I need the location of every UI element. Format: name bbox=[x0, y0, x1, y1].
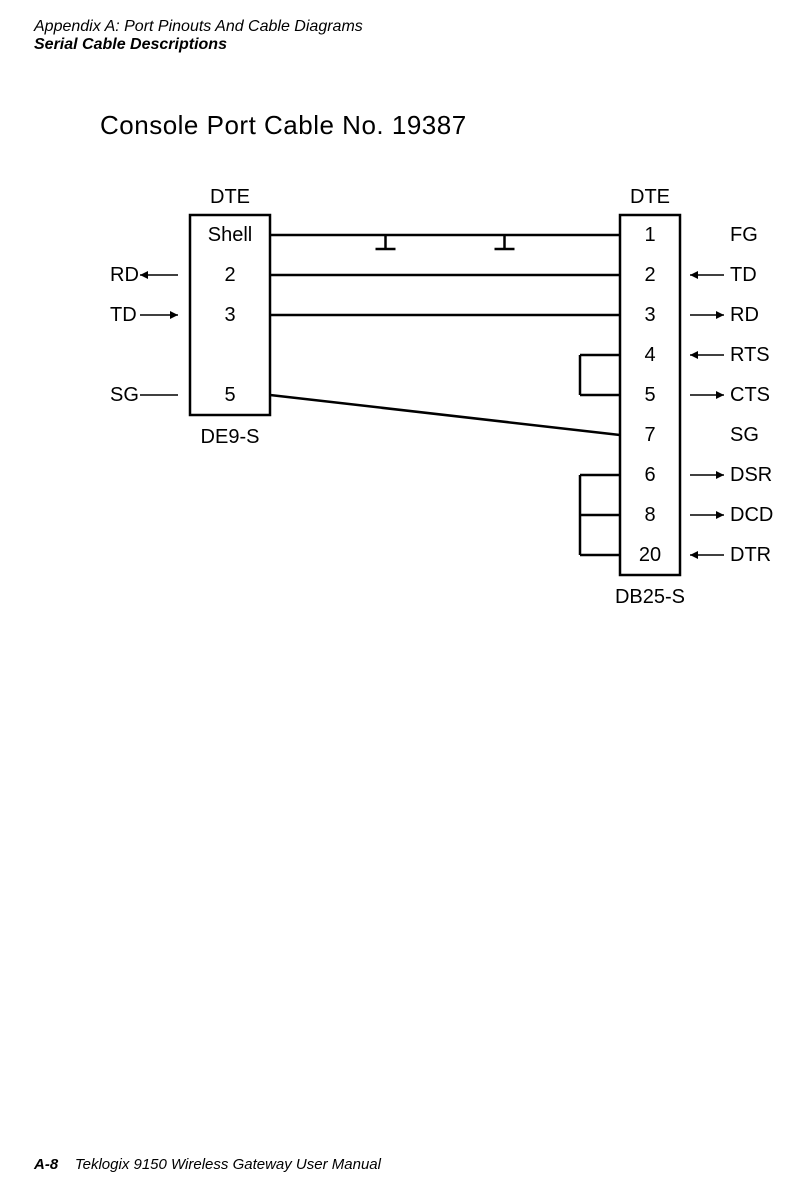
right-pin-number: 5 bbox=[644, 384, 655, 406]
left-pin-number: 3 bbox=[224, 304, 235, 326]
left-pin-number: 2 bbox=[224, 264, 235, 286]
right-signal-label: DSR bbox=[730, 464, 772, 486]
right-pin-number: 6 bbox=[644, 464, 655, 486]
right-pin-number: 1 bbox=[644, 224, 655, 246]
arrow-right-icon bbox=[716, 391, 724, 399]
left-signal-label: TD bbox=[110, 304, 137, 326]
arrow-right-icon bbox=[170, 311, 178, 319]
right-signal-label: TD bbox=[730, 264, 757, 286]
right-signal-label: CTS bbox=[730, 384, 770, 406]
right-signal-label: RD bbox=[730, 304, 759, 326]
arrow-right-icon bbox=[716, 471, 724, 479]
arrow-left-icon bbox=[140, 271, 148, 279]
arrow-right-icon bbox=[716, 311, 724, 319]
arrow-left-icon bbox=[690, 551, 698, 559]
left-signal-label: SG bbox=[110, 384, 139, 406]
right-pin-number: 3 bbox=[644, 304, 655, 326]
right-pin-number: 7 bbox=[644, 424, 655, 446]
manual-title: Teklogix 9150 Wireless Gateway User Manu… bbox=[75, 1156, 381, 1173]
right-connector-label: DB25-S bbox=[615, 586, 685, 608]
left-connector-label: DE9-S bbox=[201, 426, 260, 448]
left-pin-number: Shell bbox=[208, 224, 252, 246]
right-signal-label: FG bbox=[730, 224, 758, 246]
arrow-left-icon bbox=[690, 271, 698, 279]
right-pin-number: 4 bbox=[644, 344, 655, 366]
right-pin-number: 2 bbox=[644, 264, 655, 286]
connection-line bbox=[270, 395, 620, 435]
right-dte-label: DTE bbox=[630, 186, 670, 208]
left-signal-label: RD bbox=[110, 264, 139, 286]
page-number: A-8 bbox=[34, 1156, 58, 1173]
right-signal-label: DTR bbox=[730, 544, 771, 566]
right-pin-number: 20 bbox=[639, 544, 661, 566]
left-dte-label: DTE bbox=[210, 186, 250, 208]
arrow-right-icon bbox=[716, 511, 724, 519]
right-signal-label: SG bbox=[730, 424, 759, 446]
right-signal-label: RTS bbox=[730, 344, 770, 366]
right-signal-label: DCD bbox=[730, 504, 773, 526]
left-pin-number: 5 bbox=[224, 384, 235, 406]
right-pin-number: 8 bbox=[644, 504, 655, 526]
footer: A-8 Teklogix 9150 Wireless Gateway User … bbox=[34, 1156, 381, 1173]
cable-diagram: DTE DE9-S Shell 2 RD 3 TD 5 SG DTE DB25-S 1 FG 2 TD 3 RD… bbox=[0, 0, 808, 700]
arrow-left-icon bbox=[690, 351, 698, 359]
